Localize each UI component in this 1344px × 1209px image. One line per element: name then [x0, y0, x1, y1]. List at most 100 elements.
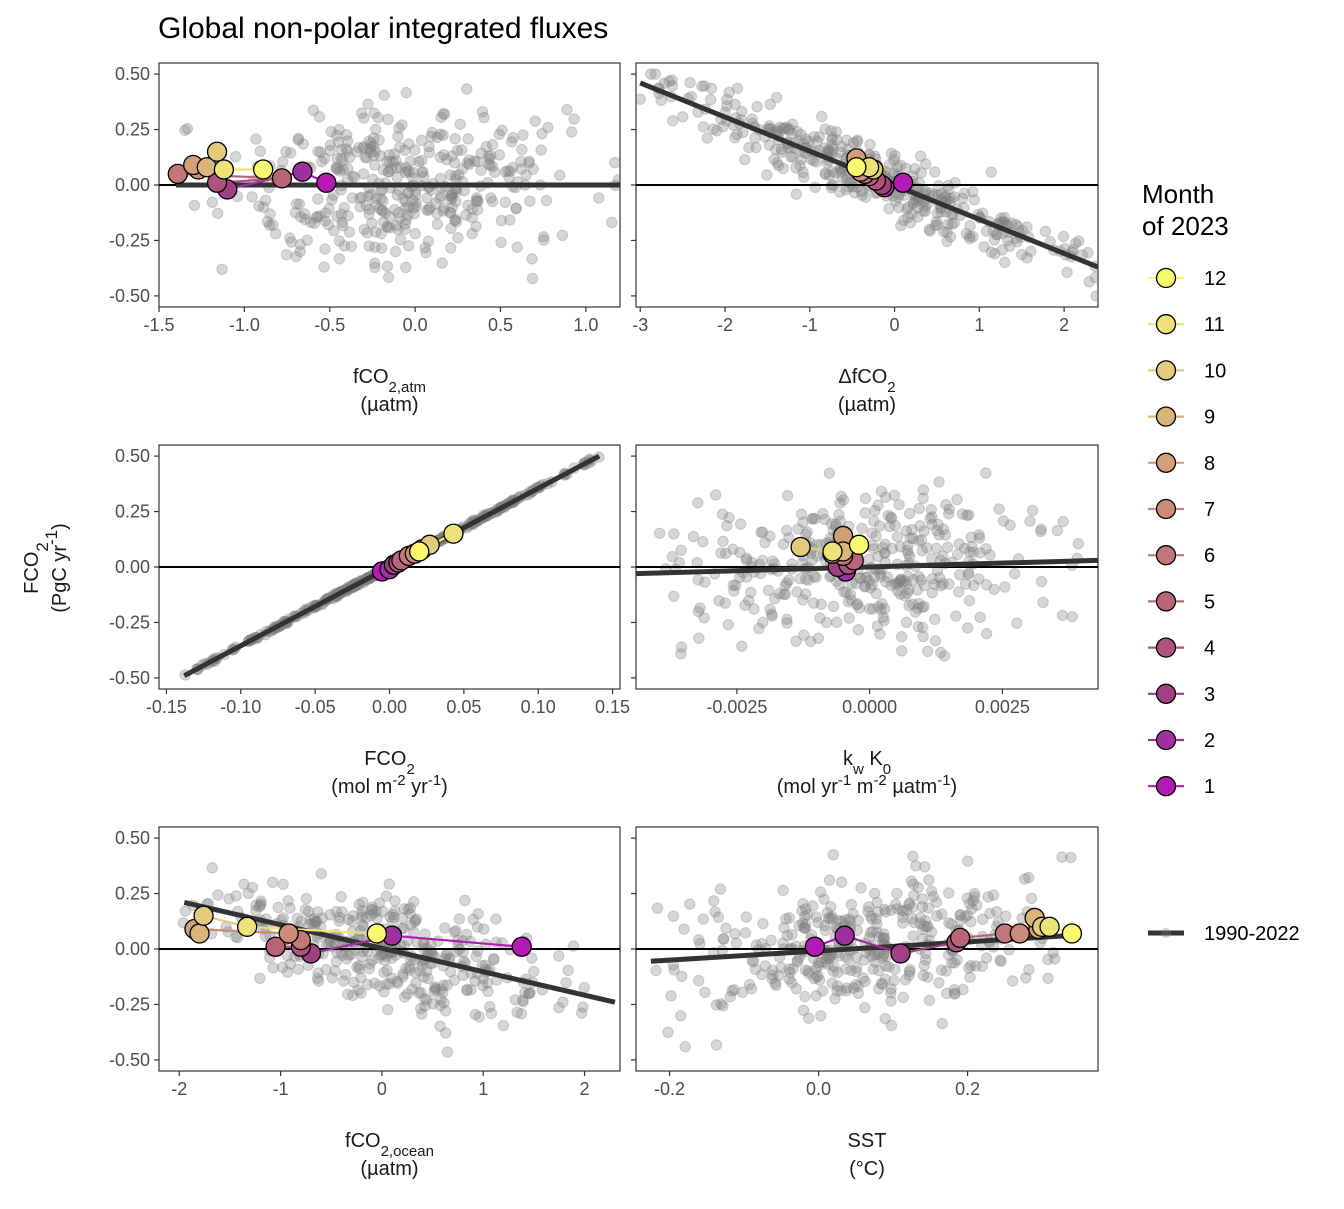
background-point	[1042, 972, 1054, 984]
background-point	[1034, 525, 1047, 538]
background-point	[365, 137, 377, 150]
background-point	[398, 991, 411, 1003]
background-point	[740, 911, 752, 923]
background-point	[980, 225, 993, 238]
background-point	[363, 135, 375, 147]
background-point	[812, 916, 824, 929]
background-point	[1035, 523, 1047, 535]
background-point	[925, 926, 938, 938]
background-point	[416, 154, 428, 167]
background-point	[802, 1012, 815, 1024]
background-point	[483, 1001, 496, 1013]
x-tick-label: -2	[171, 1079, 187, 1099]
background-point	[330, 161, 342, 174]
background-point	[450, 216, 463, 228]
x-axis-unit: (mol yr-1 m-2 µatm-1)	[777, 772, 957, 799]
background-point	[359, 151, 371, 164]
background-point	[509, 994, 522, 1006]
background-point	[1000, 910, 1012, 922]
background-point	[777, 538, 790, 550]
background-point	[346, 170, 359, 182]
background-point	[875, 603, 887, 616]
background-point	[402, 240, 415, 252]
background-point	[281, 950, 294, 962]
background-point	[540, 194, 553, 207]
background-point	[314, 146, 327, 158]
background-point	[348, 976, 360, 989]
background-point	[483, 153, 495, 165]
background-point	[392, 130, 404, 143]
background-point	[852, 980, 864, 993]
background-point	[808, 972, 820, 985]
background-point	[435, 993, 447, 1006]
background-point	[895, 631, 908, 643]
background-point	[771, 157, 783, 169]
background-point	[938, 225, 950, 238]
month-point-12	[409, 541, 430, 562]
x-axis-label-part-0: k	[843, 748, 854, 770]
background-point	[906, 524, 918, 536]
background-point	[743, 594, 755, 607]
background-point	[770, 979, 782, 992]
background-point	[463, 158, 475, 170]
background-point	[363, 203, 376, 216]
panel-plot-area	[636, 467, 1098, 662]
legend-swatch-point	[1155, 267, 1177, 289]
background-point	[475, 164, 487, 177]
month-point-12	[253, 159, 274, 180]
background-point	[482, 158, 495, 170]
x-tick-label: 0	[377, 1079, 387, 1099]
background-point	[914, 520, 926, 532]
month-point-11	[236, 916, 258, 937]
background-point	[764, 98, 776, 111]
background-point	[915, 167, 927, 179]
background-point	[847, 137, 860, 149]
y-axis-unit: (PgC yr-1)	[42, 523, 72, 613]
x-axis-unit-part-3: -2	[873, 772, 886, 789]
background-point	[877, 950, 889, 962]
background-point	[437, 205, 450, 217]
background-point	[330, 163, 343, 175]
background-point	[961, 622, 974, 634]
background-point	[421, 192, 433, 204]
background-point	[797, 516, 809, 529]
background-point	[835, 140, 848, 153]
background-point	[370, 123, 382, 136]
background-point	[941, 987, 953, 1000]
background-point	[324, 139, 337, 151]
background-point	[795, 508, 808, 520]
background-point	[877, 978, 889, 990]
background-point	[360, 199, 372, 212]
background-point	[446, 150, 458, 162]
background-point	[748, 603, 760, 615]
background-point	[499, 166, 511, 178]
background-point	[915, 534, 928, 546]
background-point	[419, 242, 431, 254]
background-point	[715, 547, 727, 559]
background-point	[857, 972, 869, 984]
x-axis-unit-part-2: m	[851, 776, 873, 798]
background-point	[864, 138, 876, 151]
background-point	[793, 919, 805, 932]
background-point	[393, 122, 405, 134]
background-point	[886, 542, 898, 555]
background-point	[967, 230, 979, 243]
background-point	[838, 586, 850, 598]
background-point	[736, 986, 748, 999]
background-point	[277, 878, 289, 891]
background-point	[734, 518, 747, 530]
background-point	[888, 154, 900, 166]
background-point	[779, 122, 791, 134]
background-point	[434, 999, 447, 1012]
background-point	[710, 999, 723, 1011]
background-point	[745, 586, 757, 598]
y-tick-label: 0.50	[115, 828, 150, 848]
background-point	[872, 550, 884, 563]
month-point-11	[443, 523, 464, 544]
background-point	[495, 236, 507, 249]
background-point	[1004, 240, 1016, 252]
background-point	[413, 987, 425, 999]
background-point	[879, 903, 891, 916]
background-point	[873, 520, 886, 532]
background-point	[445, 190, 457, 202]
